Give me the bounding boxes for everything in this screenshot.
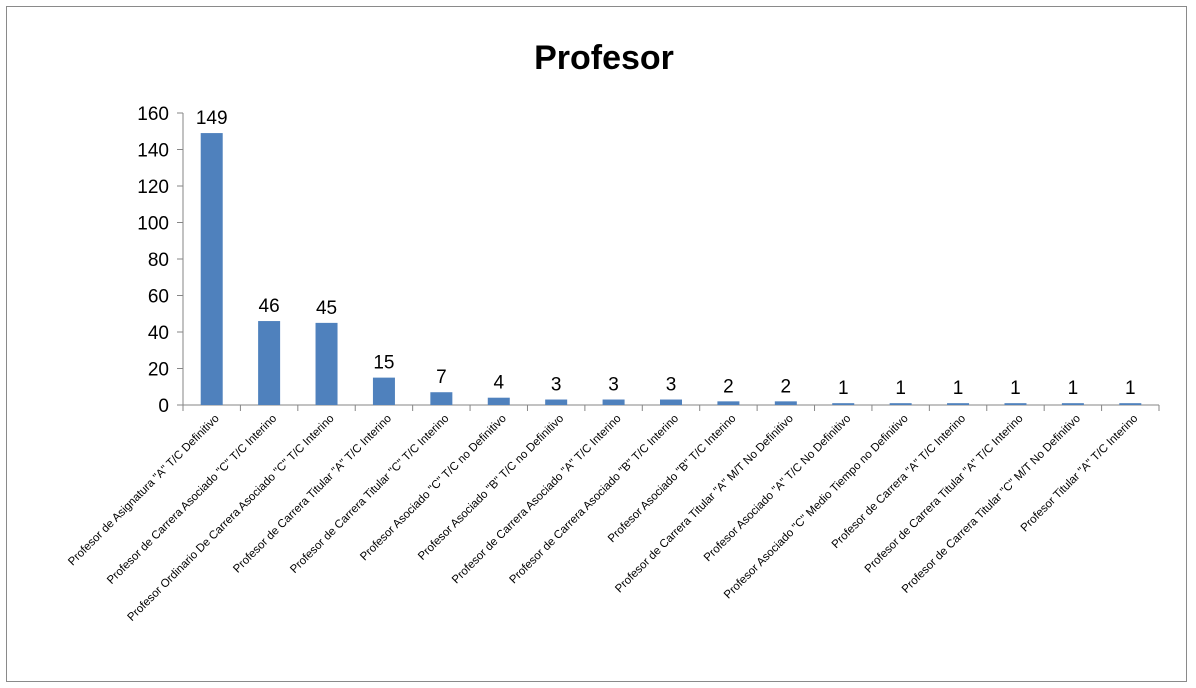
bar xyxy=(315,322,338,405)
bar xyxy=(372,377,395,405)
data-label: 149 xyxy=(196,108,228,129)
category-labels: Profesor de Asignatura "A" T/C Definitiv… xyxy=(66,413,1140,624)
bar xyxy=(774,401,797,405)
data-label: 1 xyxy=(1125,378,1136,399)
data-label: 3 xyxy=(666,375,677,396)
data-label: 1 xyxy=(838,378,849,399)
data-label: 4 xyxy=(493,373,504,394)
category-label: Profesor Asociado "B" T/C Interino xyxy=(606,413,739,546)
y-tick-label: 0 xyxy=(158,396,169,417)
y-tick-label: 40 xyxy=(148,323,169,344)
category-label: Profesor Ordinario De Carrera Asociado "… xyxy=(125,413,336,624)
data-label: 15 xyxy=(373,353,394,374)
y-tick-label: 140 xyxy=(137,141,169,162)
data-label: 1 xyxy=(895,378,906,399)
axes: 0 20 40 60 80 100 120 140 160 xyxy=(137,104,1160,417)
data-label: 3 xyxy=(608,375,619,396)
bar-chart: Profesor 0 20 40 60 80 100 120 140 160 149 46 45 15… xyxy=(66,39,1160,624)
bar xyxy=(258,321,281,405)
bar xyxy=(832,403,855,405)
data-label: 1 xyxy=(1010,378,1021,399)
y-tick-label: 120 xyxy=(137,177,169,198)
bar xyxy=(602,399,625,405)
bar xyxy=(660,399,682,405)
bar xyxy=(1119,403,1142,405)
bar xyxy=(889,403,912,405)
data-label: 45 xyxy=(316,298,337,319)
data-label: 2 xyxy=(781,376,792,397)
bar xyxy=(487,397,510,405)
y-tick-label: 160 xyxy=(137,104,169,125)
y-tick-label: 80 xyxy=(148,250,169,271)
data-label: 2 xyxy=(723,376,734,397)
data-label: 1 xyxy=(953,378,964,399)
data-label: 3 xyxy=(551,375,562,396)
y-tick-label: 60 xyxy=(148,287,169,308)
data-label: 46 xyxy=(259,296,280,317)
bar xyxy=(1004,403,1027,405)
bar xyxy=(1061,403,1084,405)
bar xyxy=(947,403,970,405)
bar xyxy=(717,401,740,405)
data-label: 1 xyxy=(1068,378,1079,399)
bar xyxy=(200,133,223,405)
y-tick-label: 100 xyxy=(137,214,169,235)
bar xyxy=(430,392,453,405)
y-tick-label: 20 xyxy=(148,360,169,381)
chart-title: Profesor xyxy=(534,39,674,77)
category-label: Profesor Titular "A" T/C Interino xyxy=(1019,413,1141,535)
bars xyxy=(200,133,1142,405)
bar xyxy=(545,399,568,405)
data-label: 7 xyxy=(436,367,447,388)
data-labels: 149 46 45 15 7 4 3 3 3 2 2 1 1 1 1 1 1 xyxy=(196,108,1136,399)
chart-frame: Profesor 0 20 40 60 80 100 120 140 160 149 46 45 15… xyxy=(6,6,1187,682)
